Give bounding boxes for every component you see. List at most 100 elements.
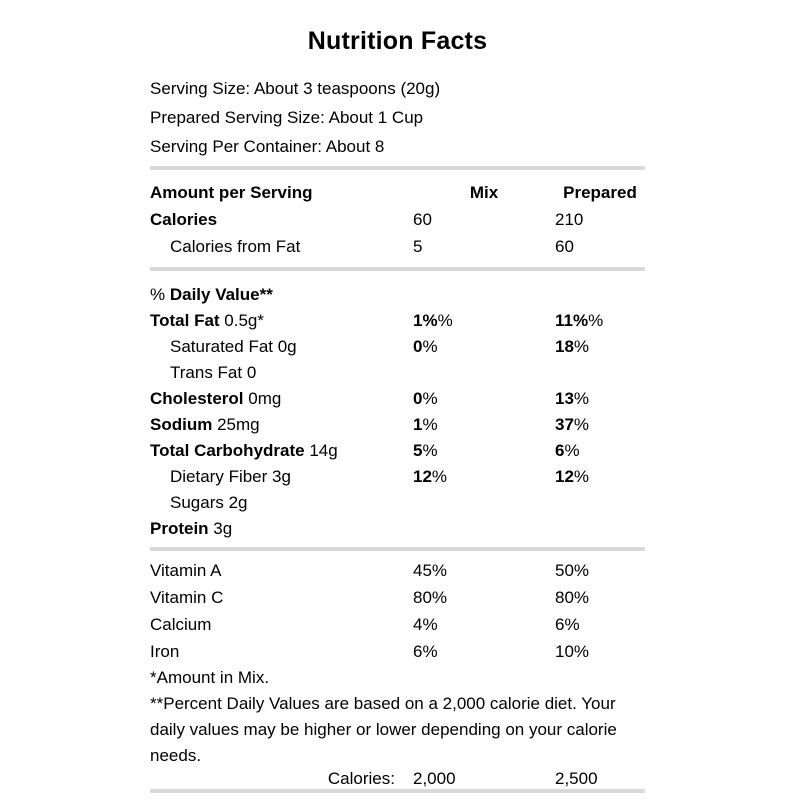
daily-value-header-row: % Daily Value** (150, 282, 645, 308)
prepared-percent: 12 (555, 467, 574, 486)
nutrient-amount: 3g (208, 519, 233, 538)
percent-sign: % (564, 441, 580, 460)
row-protein: Protein 3g (150, 516, 645, 542)
mix-percent: 0 (413, 337, 423, 356)
percent-sign: % (422, 337, 438, 356)
prepared-percent: 18 (555, 337, 574, 356)
prepared-value: 60 (555, 237, 574, 256)
prepared-serving-size-line: Prepared Serving Size: About 1 Cup (150, 108, 424, 127)
nutrient-amount: 14g (304, 441, 338, 460)
percent-sign: % (422, 389, 438, 408)
mix-percent: 1 (413, 415, 423, 434)
nutrient-label: Calories from Fat (170, 237, 301, 256)
footnote-daily-values: **Percent Daily Values are based on a 2,… (150, 694, 617, 765)
mix-percent: 5 (413, 441, 423, 460)
mix-value: 80% (413, 588, 448, 607)
prepared-value: 12% (555, 464, 645, 490)
nutrient-label: Sodium 25mg (150, 412, 413, 438)
vitamin-section: Vitamin A 45% 50% Vitamin C 80% 80% Calc… (150, 557, 645, 665)
row-trans-fat: Trans Fat 0 (150, 360, 645, 386)
row-sodium: Sodium 25mg 1% 37% (150, 412, 645, 438)
mix-value (413, 490, 555, 516)
prepared-value (555, 282, 645, 308)
nutrient-label: Saturated Fat 0g (170, 337, 297, 356)
percent-sign: % (422, 415, 438, 434)
prepared-percent: 6 (555, 441, 565, 460)
percent-sign: % (573, 467, 590, 486)
nutrient-name: Calories (150, 210, 218, 229)
mix-value: 5% (413, 438, 555, 464)
nutrient-label: Calcium (150, 615, 212, 634)
row-sugars: Sugars 2g (150, 490, 645, 516)
prepared-value: 6% (555, 438, 645, 464)
nutrient-label: Protein 3g (150, 516, 413, 542)
serving-size-line: Serving Size: About 3 teaspoons (20g) (150, 79, 441, 98)
nutrient-amount: 0mg (243, 389, 282, 408)
mix-value: 12% (413, 464, 555, 490)
prepared-value: 210 (555, 210, 584, 229)
mix-value: 0% (413, 386, 555, 412)
mix-value: 60 (413, 210, 432, 229)
section-divider (150, 166, 645, 170)
daily-value-header: % Daily Value** (150, 282, 413, 308)
prepared-value: 11%% (555, 308, 645, 334)
nutrient-name: Sodium (150, 415, 213, 434)
nutrient-label: Cholesterol 0mg (150, 386, 413, 412)
mix-value (413, 360, 555, 386)
mix-value: 6% (413, 642, 438, 661)
mix-value: 4% (413, 615, 438, 634)
amount-per-serving-section: Amount per Serving Mix Prepared Calories… (150, 179, 645, 260)
prepared-percent: 37 (555, 415, 574, 434)
prepared-value: 2,500 (555, 769, 598, 788)
mix-value: 0% (413, 334, 555, 360)
prepared-value (555, 490, 645, 516)
mix-value: 1%% (413, 308, 555, 334)
amount-per-serving-header: Amount per Serving (150, 183, 313, 202)
nutrient-label: Vitamin C (150, 588, 224, 607)
mix-percent: 1% (413, 311, 438, 330)
prepared-value: 18% (555, 334, 645, 360)
prepared-value: 37% (555, 412, 645, 438)
percent-sign: % (422, 441, 438, 460)
nutrient-name: Total Fat (150, 311, 220, 330)
mix-percent: 0 (413, 389, 423, 408)
daily-value-title: Daily Value** (169, 285, 273, 304)
footnote-amount-in-mix: *Amount in Mix. (150, 668, 270, 687)
nutrient-name: Cholesterol (150, 389, 244, 408)
serving-info: Serving Size: About 3 teaspoons (20g) Pr… (150, 74, 645, 161)
nutrient-label: Calories (150, 206, 413, 233)
nutrient-label: Total Carbohydrate 14g (150, 438, 413, 464)
prepared-value (555, 516, 645, 542)
row-iron: Iron 6% 10% (150, 638, 645, 665)
prepared-value: 6% (555, 615, 580, 634)
servings-per-container-line: Serving Per Container: About 8 (150, 137, 385, 156)
nutrient-amount: 25mg (212, 415, 260, 434)
percent-sign: % (573, 337, 590, 356)
percent-sign: % (431, 467, 448, 486)
daily-value-section: % Daily Value** Total Fat 0.5g* 1%% 11%%… (150, 282, 645, 542)
percent-sign: % (573, 415, 590, 434)
nutrient-label: Total Fat 0.5g* (150, 308, 413, 334)
prepared-value: 13% (555, 386, 645, 412)
mix-value: 5 (413, 237, 423, 256)
row-vitamin-a: Vitamin A 45% 50% (150, 557, 645, 584)
nutrient-label: Iron (150, 642, 180, 661)
section-divider (150, 789, 645, 793)
nutrient-amount: 0.5g* (219, 311, 265, 330)
col-header-mix: Mix (469, 183, 499, 202)
percent-sign: % (588, 311, 604, 330)
mix-value: 1% (413, 412, 555, 438)
mix-percent: 12 (413, 467, 432, 486)
prepared-percent: 13 (555, 389, 574, 408)
mix-value (413, 516, 555, 542)
nutrient-label: Vitamin A (150, 561, 222, 580)
nutrient-name: Protein (150, 519, 209, 538)
column-header-row: Amount per Serving Mix Prepared (150, 179, 645, 206)
percent-sign: % (437, 311, 453, 330)
nutrition-facts-label: Nutrition Facts Serving Size: About 3 te… (150, 0, 645, 793)
percent-sign: % (573, 389, 590, 408)
row-calcium: Calcium 4% 6% (150, 611, 645, 638)
prepared-percent: 11% (555, 311, 589, 330)
nutrient-label: Dietary Fiber 3g (170, 467, 291, 486)
prepared-value: 10% (555, 642, 590, 661)
